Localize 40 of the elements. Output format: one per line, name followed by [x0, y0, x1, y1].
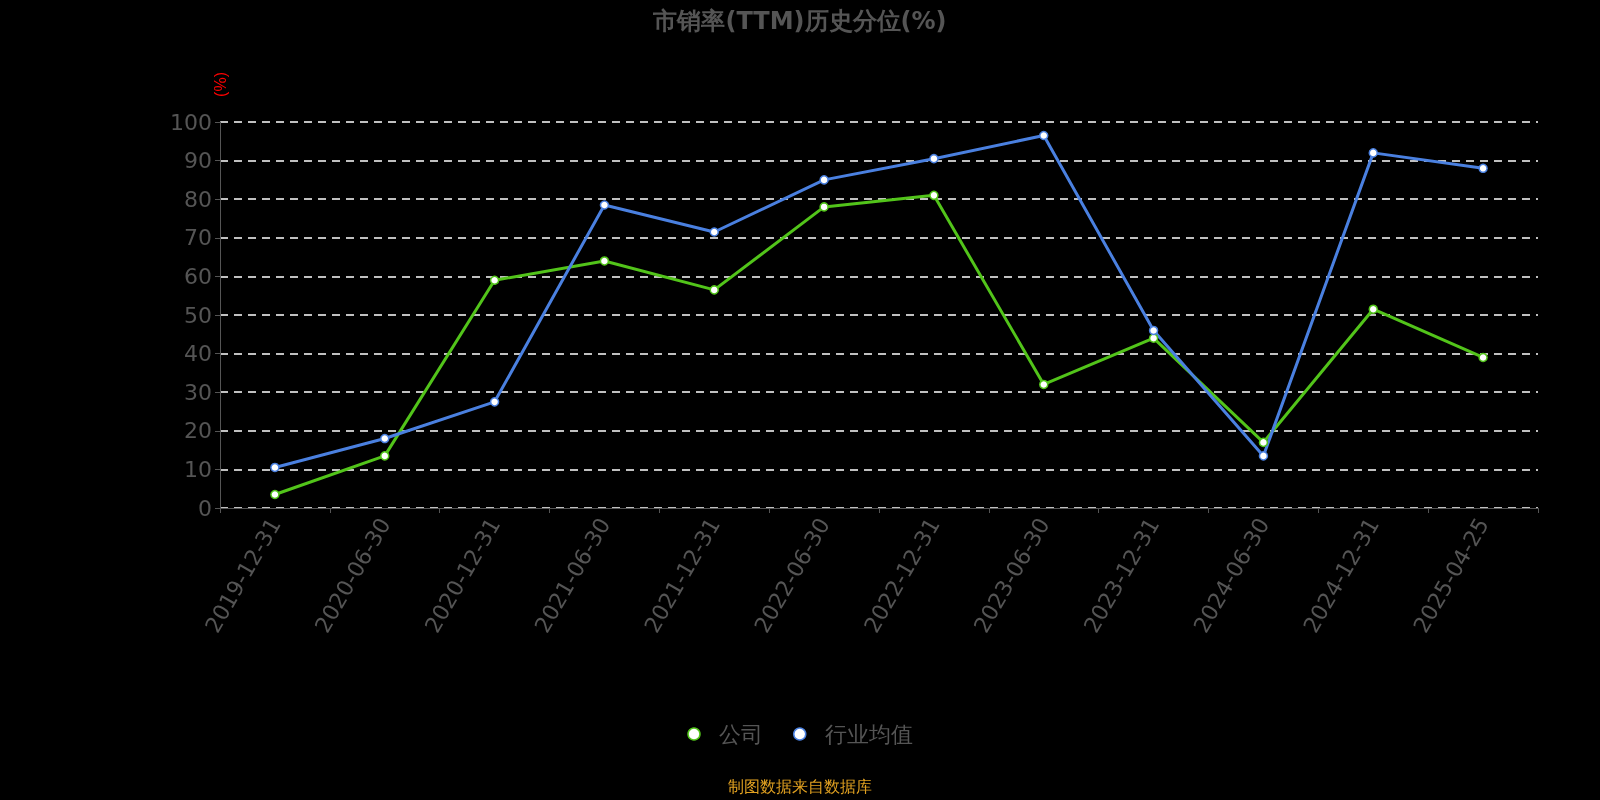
- y-tick-label: 20: [184, 418, 212, 444]
- point: [819, 202, 829, 212]
- y-tick-label: 100: [170, 109, 212, 135]
- point: [1258, 437, 1269, 448]
- y-tick-label: 50: [184, 302, 212, 328]
- point: [270, 462, 280, 473]
- y-tick-label: 30: [184, 379, 212, 405]
- point: [1148, 325, 1159, 336]
- point: [489, 275, 500, 286]
- point: [1368, 148, 1378, 158]
- y-tick-label: 10: [184, 456, 212, 482]
- point: [1368, 304, 1378, 314]
- text: 制图数据来自数据库: [728, 776, 872, 796]
- point: [1258, 451, 1269, 461]
- point: [599, 256, 610, 266]
- point: [599, 200, 610, 210]
- y-tick-label: 60: [184, 263, 212, 289]
- point: [1148, 333, 1159, 343]
- point: [929, 153, 939, 164]
- point: [709, 227, 719, 237]
- legend-label: 行业均值: [824, 721, 913, 747]
- y-tick-label: 40: [184, 341, 212, 367]
- y-axis-title: (%): [211, 72, 229, 97]
- y-tick-label: 90: [184, 148, 212, 174]
- point: [709, 285, 719, 295]
- point: [929, 190, 939, 201]
- point: [1039, 379, 1049, 390]
- point: [380, 433, 390, 444]
- point: [380, 451, 390, 461]
- chart-title: 市销率(TTM)历史分位(%): [652, 7, 947, 35]
- point: [1478, 163, 1488, 174]
- y-tick-label: 0: [198, 495, 212, 521]
- y-tick-label: 70: [184, 225, 212, 251]
- legend-label: 公司: [719, 721, 763, 747]
- point: [1478, 352, 1488, 363]
- point: [1039, 130, 1049, 141]
- point: [489, 397, 500, 407]
- point: [270, 489, 280, 500]
- y-tick-label: 80: [184, 186, 212, 212]
- point: [819, 175, 829, 185]
